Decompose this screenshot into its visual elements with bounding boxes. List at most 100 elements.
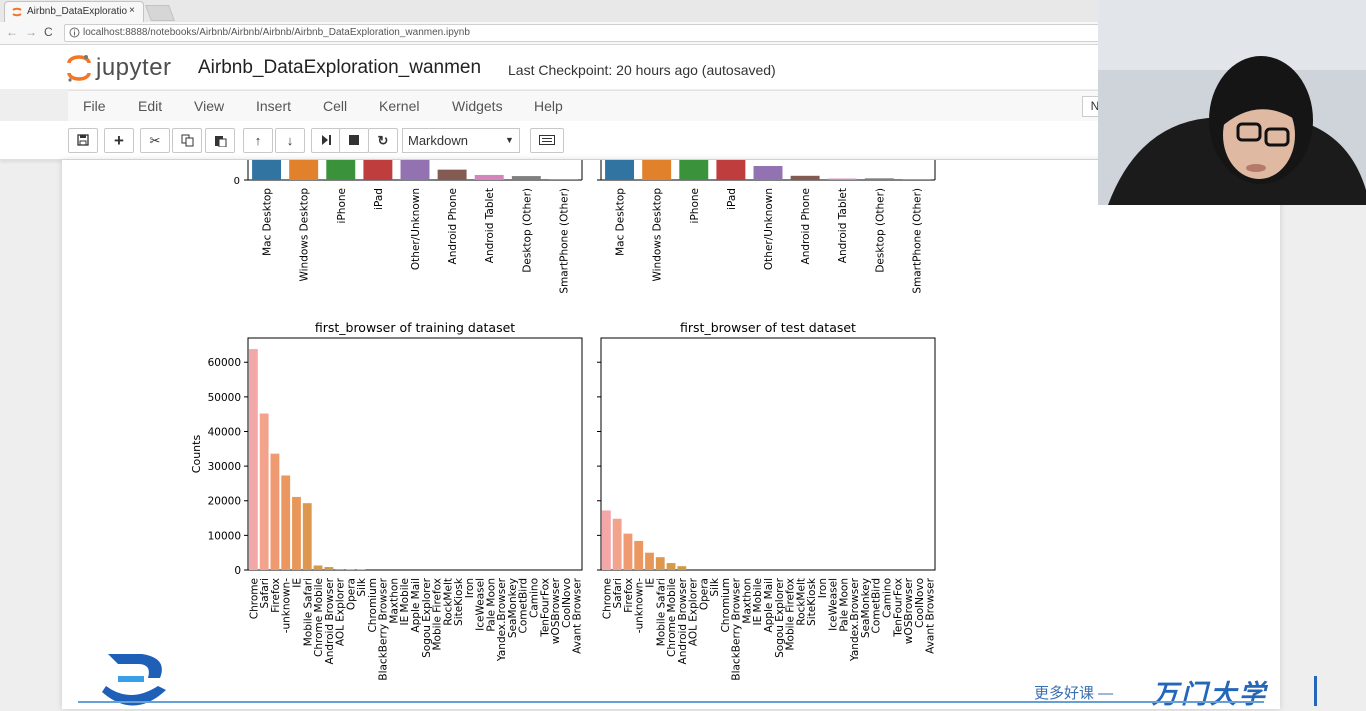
copy-icon <box>181 134 194 147</box>
bar <box>281 475 290 570</box>
bar <box>292 497 301 570</box>
x-tick-label: SmartPhone (Other) <box>911 188 923 294</box>
y-axis-label: Counts <box>190 435 203 474</box>
cut-button[interactable]: ✂ <box>140 128 170 153</box>
bar <box>401 160 430 180</box>
run-button[interactable] <box>311 128 341 153</box>
menu-view[interactable]: View <box>194 98 224 114</box>
bar <box>754 166 783 180</box>
add-cell-button[interactable]: + <box>104 128 134 153</box>
paste-button[interactable] <box>205 128 235 153</box>
command-palette-button[interactable] <box>530 128 564 153</box>
paste-icon <box>214 134 227 147</box>
chart-title: first_browser of test dataset <box>680 320 856 335</box>
new-tab-button[interactable] <box>145 5 175 21</box>
watermark-bar <box>1314 676 1317 706</box>
restart-button[interactable]: ↻ <box>368 128 398 153</box>
info-icon <box>69 27 80 38</box>
run-icon <box>320 134 332 146</box>
browser-tab[interactable]: Airbnb_DataExploratio × <box>4 1 144 23</box>
bar <box>791 176 820 180</box>
bar <box>335 569 344 570</box>
x-tick-label: iPad <box>726 188 738 210</box>
bar <box>438 170 467 180</box>
x-tick-label: Desktop (Other) <box>521 188 533 273</box>
menu-widgets[interactable]: Widgets <box>452 98 503 114</box>
bar <box>828 179 857 180</box>
x-tick-label: Avant Browser <box>925 577 937 654</box>
back-icon[interactable]: ← <box>6 25 18 39</box>
caret-down-icon: ▼ <box>505 129 514 152</box>
bar <box>363 160 392 180</box>
chart-title: first_browser of training dataset <box>315 320 515 335</box>
x-tick-label: iPhone <box>689 188 701 223</box>
checkpoint-status: Last Checkpoint: 20 hours ago (autosaved… <box>508 62 776 78</box>
menu-insert[interactable]: Insert <box>256 98 291 114</box>
bar <box>326 160 355 180</box>
url-text: localhost:8888/notebooks/Airbnb/Airbnb/A… <box>83 27 470 38</box>
save-button[interactable] <box>68 128 98 153</box>
tab-title: Airbnb_DataExploratio <box>27 6 127 17</box>
notebook-name[interactable]: Airbnb_DataExploration_wanmen <box>198 57 481 79</box>
y-tick-label: 30000 <box>208 461 241 473</box>
menu-help[interactable]: Help <box>534 98 563 114</box>
menu-cell[interactable]: Cell <box>323 98 347 114</box>
move-down-button[interactable]: ↓ <box>275 128 305 153</box>
keyboard-icon <box>539 135 555 145</box>
x-tick-label: Android Tablet <box>484 188 496 263</box>
save-icon <box>77 134 89 146</box>
x-tick-label: iPad <box>373 188 385 210</box>
bar <box>656 557 665 570</box>
bar <box>346 569 355 570</box>
bar <box>677 566 686 570</box>
bar <box>252 160 281 180</box>
address-bar[interactable]: localhost:8888/notebooks/Airbnb/Airbnb/A… <box>64 24 1106 42</box>
jupyter-logo-text[interactable]: jupyter <box>96 54 172 82</box>
bar <box>324 567 333 570</box>
y-tick-label: 20000 <box>208 496 241 508</box>
menu-bar: File Edit View Insert Cell Kernel Widget… <box>68 90 1118 122</box>
cut-icon: ✂ <box>150 133 161 148</box>
bar <box>679 160 708 180</box>
bar <box>260 413 269 570</box>
bar <box>645 553 654 570</box>
x-tick-label: Mac Desktop <box>615 188 627 256</box>
bar <box>549 179 578 180</box>
menu-file[interactable]: File <box>83 98 106 114</box>
x-tick-label: Android Tablet <box>837 188 849 263</box>
webcam-overlay <box>1098 0 1366 205</box>
tab-close-icon[interactable]: × <box>129 5 135 16</box>
next-cell-border <box>78 701 1264 711</box>
x-tick-label: SmartPhone (Other) <box>558 188 570 294</box>
x-tick-label: Android Phone <box>800 188 812 264</box>
bar <box>314 565 323 570</box>
bar <box>624 534 633 570</box>
x-tick-label: Avant Browser <box>572 577 584 654</box>
y-tick-label: 40000 <box>208 426 241 438</box>
menu-kernel[interactable]: Kernel <box>379 98 419 114</box>
bar <box>865 178 894 180</box>
bar <box>634 541 643 570</box>
bar <box>271 454 280 570</box>
move-down-icon: ↓ <box>287 133 294 148</box>
restart-icon: ↻ <box>378 133 389 148</box>
stop-icon <box>348 134 360 146</box>
copy-button[interactable] <box>172 128 202 153</box>
y-tick-label: 60000 <box>208 357 241 369</box>
x-tick-label: Desktop (Other) <box>874 188 886 273</box>
reload-icon[interactable]: C <box>44 25 53 39</box>
menu-edit[interactable]: Edit <box>138 98 162 114</box>
interrupt-button[interactable] <box>339 128 369 153</box>
bar <box>249 349 258 570</box>
x-tick-label: Android Phone <box>447 188 459 264</box>
y-tick-label: 10000 <box>208 530 241 542</box>
jupyter-logo-icon[interactable] <box>66 53 92 83</box>
bar <box>475 175 504 180</box>
move-up-button[interactable]: ↑ <box>243 128 273 153</box>
bar <box>902 179 931 180</box>
x-tick-label: Windows Desktop <box>652 188 664 282</box>
forward-icon[interactable]: → <box>25 25 37 39</box>
cell-type-select[interactable]: Markdown ▼ <box>402 128 520 153</box>
